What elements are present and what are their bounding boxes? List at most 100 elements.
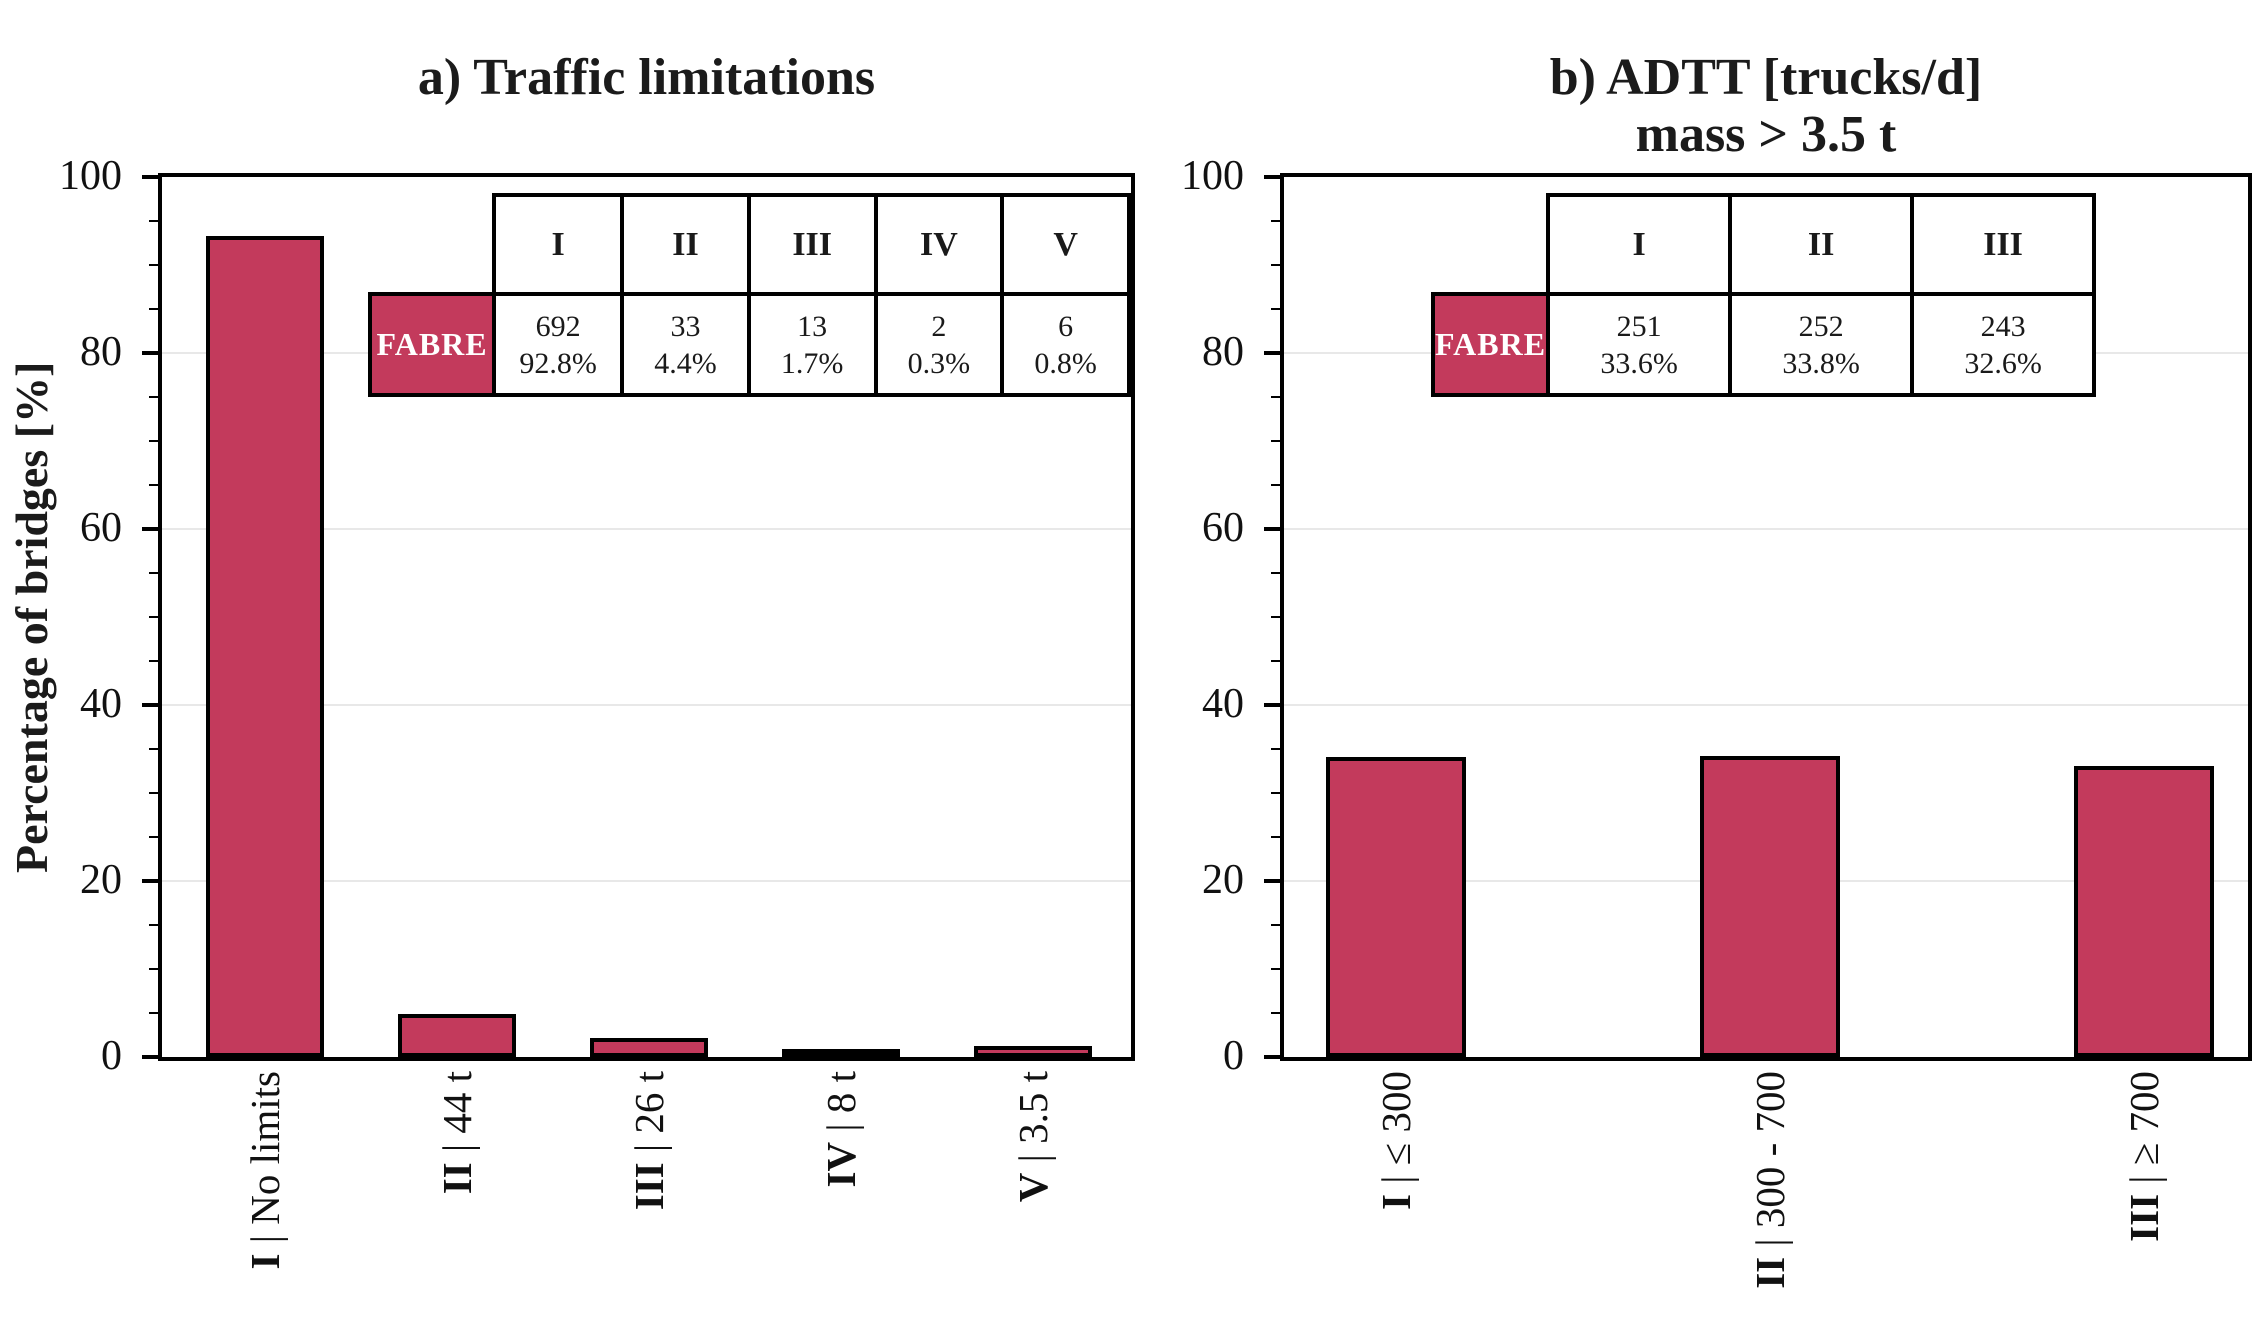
y-tick-label-100: 100 (1181, 153, 1244, 199)
chart-b-title-line1: b) ADTT [trucks/d] (1549, 49, 1983, 107)
bar-I (1326, 757, 1466, 1057)
y-major-tick (142, 879, 158, 883)
x-label-II: II | 44 t (432, 1071, 482, 1194)
cell-count: 6 (1058, 309, 1074, 343)
y-major-tick (1264, 703, 1280, 707)
x-label-numeral: II (434, 1162, 480, 1195)
cell-count: 13 (797, 309, 828, 343)
y-minor-tick (149, 748, 158, 750)
table-cell-I: 692 92.8% (492, 292, 625, 397)
chart-a-title-line1: a) Traffic limitations (417, 49, 876, 107)
cell-count: 33 (670, 309, 701, 343)
y-minor-tick (1271, 572, 1280, 574)
x-label-II: II | 300 - 700 (1745, 1071, 1795, 1289)
x-label-text: | 26 t (626, 1071, 672, 1163)
x-label-V: V | 3.5 t (1008, 1071, 1058, 1202)
y-tick-label-40: 40 (80, 681, 122, 727)
gridline-40 (162, 704, 1131, 706)
y-minor-tick (1271, 968, 1280, 970)
y-tick-label-60: 60 (80, 505, 122, 551)
x-label-I: I | No limits (240, 1071, 290, 1269)
table-header-V: V (1000, 193, 1131, 296)
table-row-label-fabre: FABRE (1430, 292, 1551, 397)
bar-II (398, 1014, 516, 1057)
y-major-tick (142, 351, 158, 355)
y-minor-tick (1271, 836, 1280, 838)
fabre-table-a: I II III IV V FABRE 692 92.8% 33 4.4% 13 1.7% 2 0.3% 6… (367, 193, 1131, 397)
y-minor-tick (1271, 1012, 1280, 1014)
plot-area-a: 0 20 40 60 80 100 I | No limits II | 44 t III | … (59, 153, 1135, 1269)
y-tick-label-40: 40 (1202, 681, 1244, 727)
y-minor-tick (149, 616, 158, 618)
table-cell-V: 6 0.8% (1000, 292, 1131, 397)
y-tick-label-80: 80 (1202, 329, 1244, 375)
y-major-tick (1264, 527, 1280, 531)
table-cell-II: 252 33.8% (1728, 292, 1915, 397)
cell-percent: 1.7% (780, 346, 844, 380)
x-label-text: | 3.5 t (1010, 1071, 1056, 1173)
y-minor-tick (149, 264, 158, 266)
table-cell-II: 33 4.4% (620, 292, 751, 397)
y-axis-title: Percentage of bridges [%] (6, 361, 57, 873)
x-label-numeral: IV (818, 1141, 864, 1188)
x-label-I: I | ≤ 300 (1371, 1071, 1421, 1210)
x-label-IV: IV | 8 t (816, 1071, 866, 1187)
bar-V (974, 1046, 1092, 1057)
y-major-tick (1264, 175, 1280, 179)
cell-percent: 32.6% (1964, 346, 2042, 380)
cell-percent: 0.8% (1034, 346, 1097, 380)
y-tick-label-20: 20 (1202, 857, 1244, 903)
x-label-III: III | 26 t (624, 1071, 674, 1210)
y-major-tick (1264, 879, 1280, 883)
bar-I (206, 236, 324, 1057)
gridline-60 (162, 528, 1131, 530)
table-cell-I: 251 33.6% (1546, 292, 1733, 397)
cell-count: 2 (931, 309, 947, 343)
table-cell-III: 243 32.6% (1910, 292, 2097, 397)
cell-percent: 4.4% (654, 346, 717, 380)
x-label-text: | ≤ 300 (1373, 1071, 1419, 1194)
x-label-numeral: III (2121, 1193, 2167, 1242)
table-corner-blank (370, 195, 494, 294)
fabre-table-b: I II III FABRE 251 33.6% 252 33.8% 243 32.6% (1430, 193, 2097, 397)
cell-percent: 33.8% (1782, 346, 1860, 380)
gridline-20 (162, 880, 1131, 882)
cell-percent: 92.8% (519, 346, 597, 380)
cell-count: 251 (1616, 309, 1662, 343)
y-tick-label-0: 0 (1223, 1033, 1244, 1079)
x-label-text: | ≥ 700 (2121, 1071, 2167, 1194)
x-label-III: III | ≥ 700 (2119, 1071, 2169, 1242)
table-header-III: III (746, 193, 878, 296)
y-minor-tick (149, 836, 158, 838)
y-major-tick (1264, 351, 1280, 355)
x-label-text: | 8 t (818, 1071, 864, 1142)
cell-count: 252 (1798, 309, 1844, 343)
x-label-text: | 44 t (434, 1071, 480, 1163)
cell-percent: 0.3% (907, 346, 971, 380)
y-minor-tick (1271, 308, 1280, 310)
x-label-numeral: I (242, 1253, 288, 1270)
x-label-numeral: V (1010, 1172, 1056, 1203)
chart-b-title-line2: mass > 3.5 t (1635, 106, 1897, 164)
x-label-text: | 300 - 700 (1747, 1071, 1793, 1257)
x-label-numeral: I (1373, 1193, 1419, 1210)
bar-III (2074, 766, 2214, 1057)
y-major-tick (142, 175, 158, 179)
table-cell-III: 13 1.7% (746, 292, 878, 397)
y-major-tick (142, 527, 158, 531)
y-minor-tick (1271, 748, 1280, 750)
y-minor-tick (149, 484, 158, 486)
y-minor-tick (1271, 792, 1280, 794)
table-header-IV: IV (873, 193, 1005, 296)
table-row-label-fabre: FABRE (367, 292, 497, 397)
y-minor-tick (149, 792, 158, 794)
y-minor-tick (149, 308, 158, 310)
cell-percent: 33.6% (1600, 346, 1678, 380)
y-minor-tick (1271, 396, 1280, 398)
chart-a-title: a) Traffic limitations (158, 49, 1135, 106)
y-minor-tick (149, 660, 158, 662)
table-cell-IV: 2 0.3% (873, 292, 1005, 397)
bar-II (1700, 756, 1840, 1057)
y-minor-tick (149, 396, 158, 398)
y-tick-label-60: 60 (1202, 505, 1244, 551)
